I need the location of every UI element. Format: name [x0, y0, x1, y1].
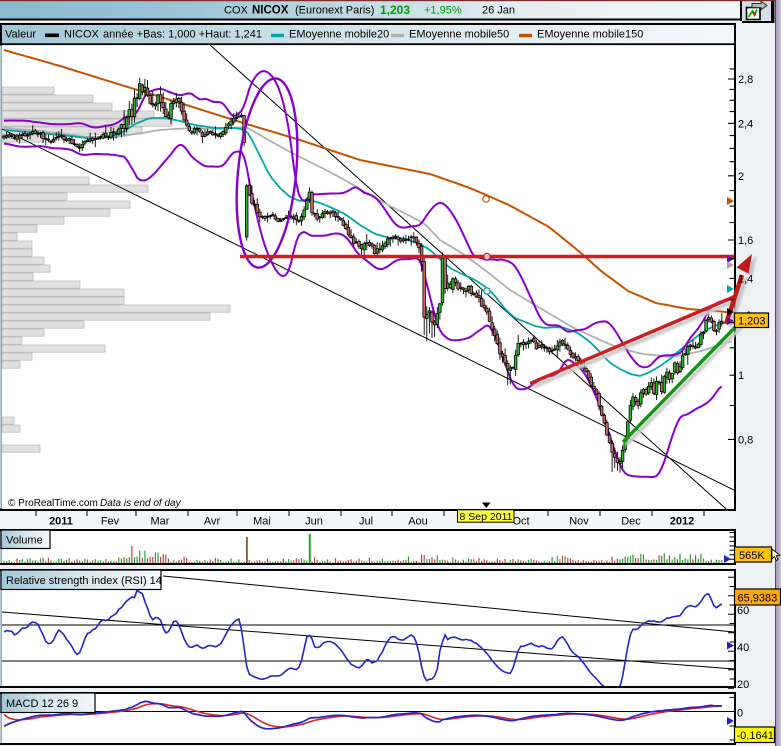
svg-text:0,8: 0,8 [738, 434, 753, 446]
svg-text:Data is end of day: Data is end of day [100, 498, 182, 509]
svg-text:20: 20 [737, 679, 749, 691]
svg-text:Relative strength index (RSI): Relative strength index (RSI) 14 [6, 575, 162, 587]
svg-text:COX: COX [224, 5, 249, 17]
svg-text:EMoyenne mobile20: EMoyenne mobile20 [289, 29, 389, 41]
svg-text:1: 1 [738, 370, 744, 382]
svg-text:1,4: 1,4 [738, 273, 753, 285]
svg-text:60: 60 [737, 605, 749, 617]
svg-text:Dec: Dec [621, 516, 641, 528]
svg-text:Valeur: Valeur [5, 29, 36, 41]
svg-text:Avr: Avr [204, 516, 221, 528]
svg-text:NICOX: NICOX [252, 5, 289, 17]
svg-text:Nov: Nov [569, 516, 589, 528]
svg-text:© ProRealTime.com: © ProRealTime.com [8, 498, 98, 509]
svg-text:-0,1641: -0,1641 [737, 730, 774, 742]
svg-text:8 Sep 2011: 8 Sep 2011 [460, 511, 513, 523]
svg-text:2: 2 [738, 171, 744, 183]
svg-text:Mai: Mai [253, 516, 271, 528]
svg-text:Jul: Jul [359, 516, 373, 528]
svg-text:1,203: 1,203 [738, 316, 766, 328]
svg-text:26 Jan: 26 Jan [482, 5, 515, 17]
svg-text:2,8: 2,8 [738, 74, 753, 86]
svg-text:65,9383: 65,9383 [738, 593, 778, 605]
svg-text:NICOX: NICOX [64, 29, 100, 41]
svg-text:MACD 12 26 9: MACD 12 26 9 [6, 698, 78, 710]
svg-text:+1,95%: +1,95% [424, 5, 462, 17]
svg-text:année +Bas: 1,000 +Haut: 1,241: année +Bas: 1,000 +Haut: 1,241 [103, 29, 262, 41]
svg-text:565K: 565K [739, 550, 765, 562]
svg-text:Volume: Volume [6, 535, 43, 547]
svg-text:1,6: 1,6 [738, 235, 753, 247]
svg-text:40: 40 [737, 642, 749, 654]
svg-text:Aou: Aou [408, 516, 428, 528]
svg-text:Oct: Oct [512, 516, 529, 528]
svg-text:(Euronext Paris): (Euronext Paris) [295, 5, 374, 17]
svg-text:EMoyenne mobile150: EMoyenne mobile150 [537, 29, 643, 41]
svg-text:Mar: Mar [151, 516, 170, 528]
svg-text:Jun: Jun [305, 516, 323, 528]
svg-text:Fev: Fev [101, 516, 120, 528]
svg-text:2011: 2011 [49, 516, 73, 528]
svg-text:1,203: 1,203 [380, 3, 410, 17]
svg-text:2,4: 2,4 [738, 118, 753, 130]
svg-text:2012: 2012 [670, 516, 694, 528]
svg-text:0: 0 [737, 708, 743, 720]
svg-text:EMoyenne mobile50: EMoyenne mobile50 [409, 29, 509, 41]
